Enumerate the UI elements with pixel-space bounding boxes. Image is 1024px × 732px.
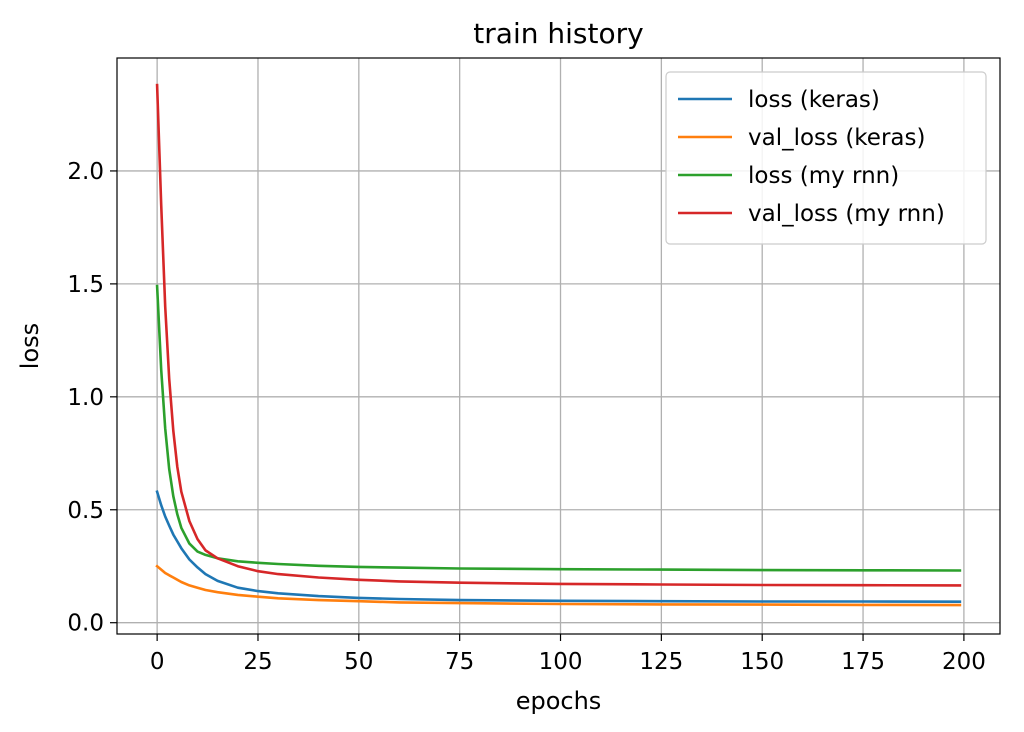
series-line-0 <box>155 490 962 604</box>
y-tick-label: 2.0 <box>67 159 104 185</box>
x-axis-ticks: 0 25 50 75 100 125 150 175 200 <box>150 634 986 675</box>
series-line-1 <box>155 564 962 607</box>
chart-title: train history <box>473 17 643 50</box>
legend-label-3: val_loss (my rnn) <box>748 201 945 227</box>
legend-label-2: loss (my rnn) <box>748 163 899 189</box>
x-tick-label: 175 <box>841 649 885 675</box>
legend-label-1: val_loss (keras) <box>748 125 925 151</box>
series-line-3 <box>155 83 962 587</box>
x-tick-label: 0 <box>150 649 165 675</box>
x-tick-label: 125 <box>639 649 683 675</box>
legend-box <box>665 71 987 245</box>
y-tick-label: 1.5 <box>67 272 104 298</box>
y-axis-ticks: 0.0 0.5 1.0 1.5 2.0 <box>67 159 117 637</box>
x-tick-label: 50 <box>344 649 373 675</box>
x-tick-label: 75 <box>445 649 474 675</box>
plot-area-frame <box>116 57 1001 635</box>
legend-label-0: loss (keras) <box>748 87 880 113</box>
y-tick-label: 1.0 <box>67 385 104 411</box>
x-tick-label: 200 <box>942 649 986 675</box>
x-axis-label: epochs <box>516 687 602 715</box>
y-axis-label: loss <box>16 323 44 369</box>
x-tick-label: 150 <box>740 649 784 675</box>
legend: loss (keras) val_loss (keras) loss (my rnn… <box>665 71 987 245</box>
series-line-2 <box>155 284 962 572</box>
x-tick-label: 100 <box>539 649 583 675</box>
x-tick-label: 25 <box>243 649 272 675</box>
series-lines <box>155 83 962 607</box>
y-tick-label: 0.0 <box>67 611 104 637</box>
y-tick-label: 0.5 <box>67 498 104 524</box>
